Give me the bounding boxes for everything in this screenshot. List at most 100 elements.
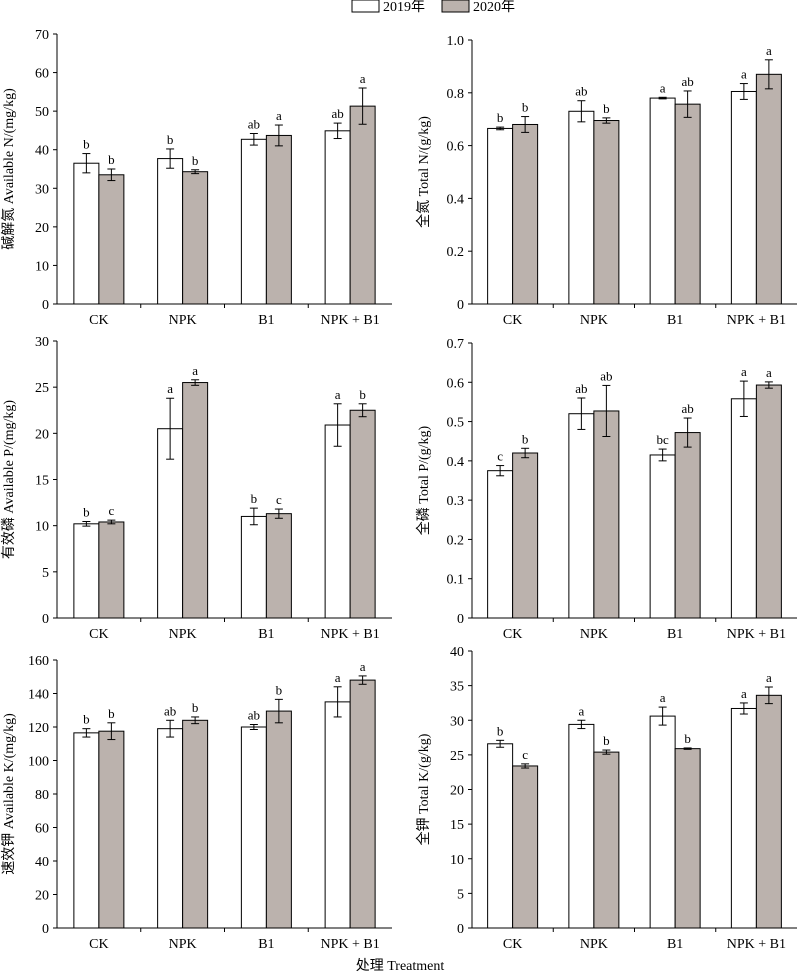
x-tick-label: NPK + B1 (727, 627, 786, 642)
significance-label: b (497, 723, 504, 738)
bar-2020 (593, 751, 620, 929)
bar-2019 (649, 454, 676, 619)
y-tick-label: 0 (457, 612, 464, 627)
y-tick-label: 20 (35, 221, 49, 236)
x-tick-label: B1 (667, 313, 683, 328)
legend-swatch-2020 (441, 0, 470, 13)
y-tick-label: 30 (35, 182, 49, 197)
y-tick-label: 1.0 (447, 34, 465, 49)
legend: 2019年 2020年 (351, 0, 515, 15)
y-tick-label: 25 (35, 381, 49, 396)
y-tick-label: 40 (35, 144, 49, 159)
bar-2019 (240, 515, 267, 619)
y-tick-label: 30 (35, 335, 49, 350)
y-tick-label: 0.1 (447, 573, 465, 588)
chart-1: 0 10 20 30 40 50 60 70 碱解氮 Available N/(mg/kg) CK… (1, 28, 392, 328)
bar-2019 (240, 138, 267, 305)
x-tick-label: NPK (580, 937, 608, 952)
significance-label: a (766, 670, 772, 685)
x-tick-label: CK (503, 627, 522, 642)
bar-2019 (73, 162, 100, 305)
bar-2020 (512, 765, 539, 929)
significance-label: b (192, 700, 199, 715)
x-tick-label: NPK + B1 (727, 937, 786, 952)
significance-label: ab (164, 703, 176, 718)
chart-3: 0 5 10 15 20 25 30 有效磷 Available P/(mg/kg) CK b c N… (1, 335, 392, 642)
bar-2019 (157, 728, 184, 929)
significance-label: a (192, 363, 198, 378)
bar-2019 (568, 110, 595, 305)
x-tick-label: CK (503, 937, 522, 952)
x-tick-label: CK (89, 627, 108, 642)
bar-2020 (674, 748, 701, 929)
significance-label: b (83, 712, 90, 727)
significance-label: a (578, 703, 584, 718)
y-tick-label: 0.2 (447, 245, 465, 260)
y-tick-label: 0.5 (447, 416, 465, 431)
legend-swatch-2019 (351, 0, 380, 13)
y-tick-label: 0 (42, 298, 49, 313)
x-axis-title: 处理 Treatment (356, 958, 445, 973)
y-tick-label: 120 (28, 721, 49, 736)
y-tick-label: 20 (35, 427, 49, 442)
bar-2019 (649, 97, 676, 305)
bar-2019 (240, 726, 267, 929)
y-tick-label: 5 (42, 566, 49, 581)
y-tick-label: 0.7 (447, 337, 465, 352)
x-tick-label: NPK + B1 (727, 313, 786, 328)
bar-2019 (568, 723, 595, 929)
x-tick-label: CK (89, 313, 108, 328)
y-tick-label: 160 (28, 654, 49, 669)
y-tick-label: 20 (35, 889, 49, 904)
bar-2020 (349, 409, 376, 619)
y-tick-label: 70 (35, 28, 49, 43)
y-tick-label: 0 (457, 922, 464, 937)
significance-label: ab (248, 707, 260, 722)
significance-label: ab (575, 84, 587, 99)
significance-label: c (522, 747, 528, 762)
significance-label: a (766, 43, 772, 58)
bar-2020 (755, 384, 782, 619)
legend-label-2020: 2020年 (473, 0, 515, 15)
x-tick-label: NPK (169, 313, 197, 328)
significance-label: a (335, 670, 341, 685)
significance-label: a (660, 80, 666, 95)
y-tick-label: 15 (450, 818, 464, 833)
y-tick-label: 0.3 (447, 494, 465, 509)
significance-label: ab (681, 401, 693, 416)
significance-label: b (497, 110, 504, 125)
significance-label: ab (681, 74, 693, 89)
bar-2020 (98, 174, 125, 305)
bar-2020 (182, 719, 209, 929)
bar-2020 (265, 134, 292, 305)
bar-2019 (568, 413, 595, 619)
y-axis-label: 速效钾 Available K/(mg/kg) (1, 713, 17, 875)
legend-label-2019: 2019年 (383, 0, 425, 15)
bar-2019 (487, 470, 514, 619)
significance-label: b (83, 137, 90, 152)
bar-2019 (324, 701, 351, 929)
significance-label: b (276, 682, 283, 697)
bar-2020 (182, 171, 209, 305)
bar-2020 (512, 452, 539, 619)
y-tick-label: 0.4 (447, 192, 465, 207)
chart-6: 0 5 10 15 20 25 30 35 40 全钾 Total K/(g/kg) CK b c NPK… (415, 645, 797, 952)
significance-label: ab (575, 381, 587, 396)
x-tick-label: NPK + B1 (321, 627, 380, 642)
y-tick-label: 25 (450, 749, 464, 764)
significance-label: b (83, 505, 90, 520)
bar-2020 (349, 679, 376, 929)
significance-label: a (167, 381, 173, 396)
bar-2020 (98, 521, 125, 619)
bar-2020 (755, 694, 782, 929)
x-tick-label: NPK (580, 627, 608, 642)
y-tick-label: 0.8 (447, 87, 465, 102)
significance-label: c (497, 449, 503, 464)
significance-label: b (522, 100, 529, 115)
y-tick-label: 5 (457, 887, 464, 902)
bar-2019 (730, 398, 757, 619)
y-tick-label: 40 (35, 855, 49, 870)
bar-2019 (73, 523, 100, 619)
bar-2020 (98, 730, 125, 929)
